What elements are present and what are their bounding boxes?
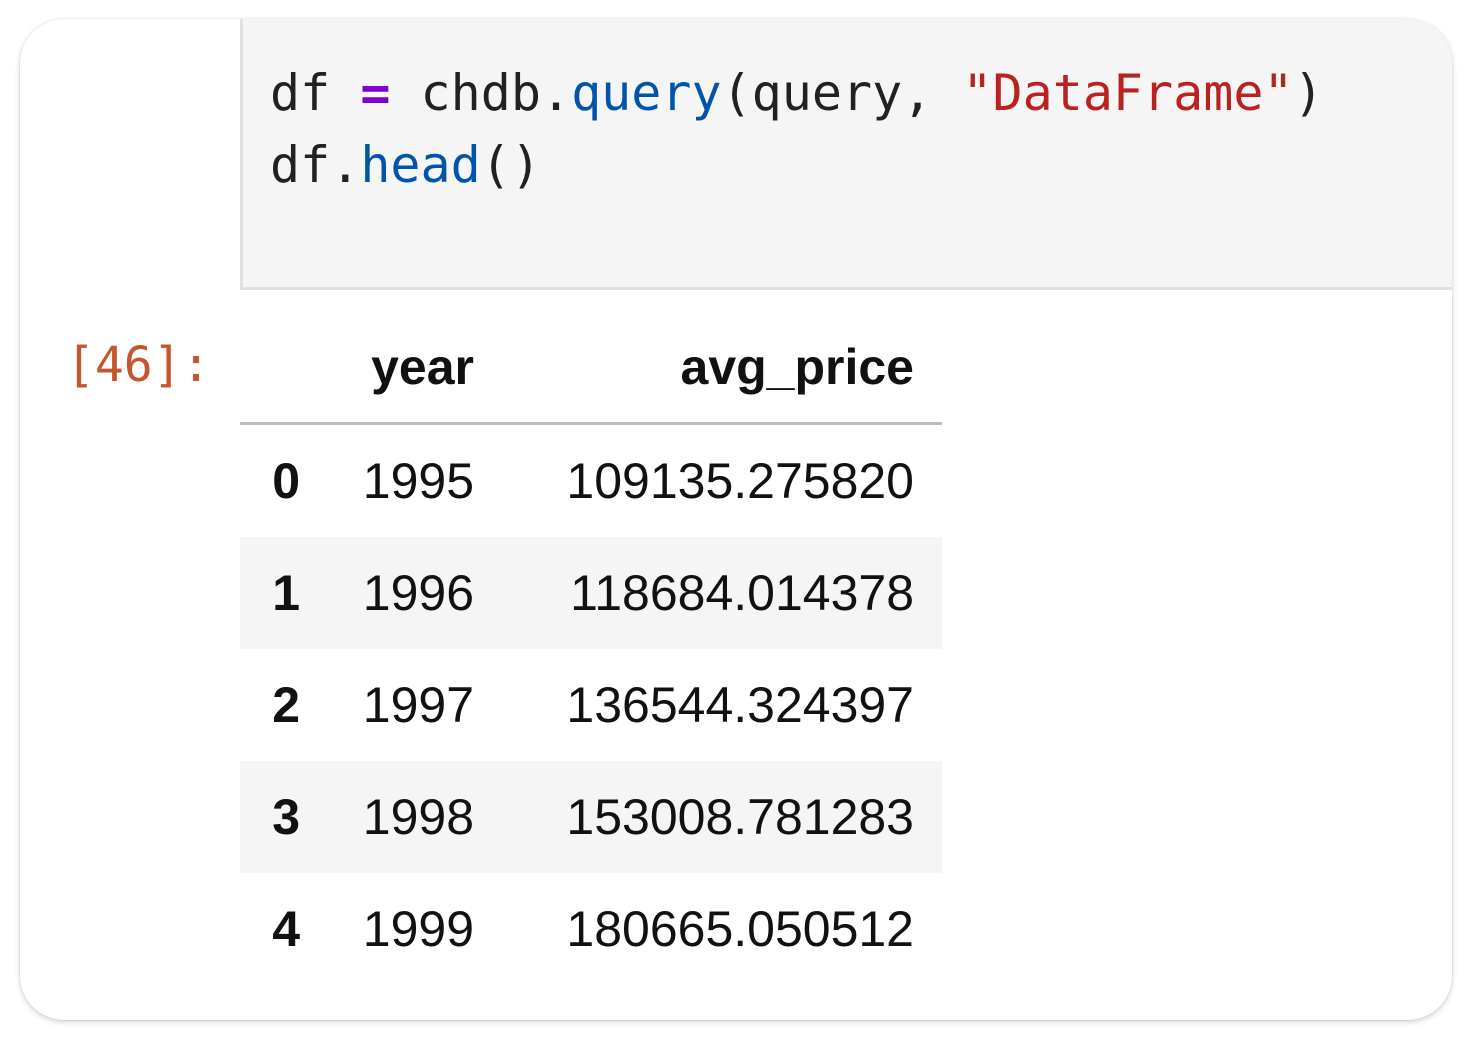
table-header: year avg_price bbox=[240, 319, 942, 425]
dataframe-table: year avg_price 0 1995 109135.275820 1 19… bbox=[240, 319, 942, 985]
cell-year: 1999 bbox=[362, 901, 474, 957]
code-text[interactable]: df = chdb.query(query, "DataFrame") df.h… bbox=[270, 57, 1324, 201]
code-token: () bbox=[480, 136, 541, 194]
code-function: query bbox=[571, 64, 722, 122]
code-token: chdb. bbox=[420, 64, 572, 122]
table-row: 2 1997 136544.324397 bbox=[240, 649, 942, 761]
code-token: df bbox=[270, 64, 331, 122]
cell-avg-price: 153008.781283 bbox=[566, 789, 914, 845]
code-token: df. bbox=[270, 136, 361, 194]
code-token: (query, bbox=[721, 64, 963, 122]
table-row: 3 1998 153008.781283 bbox=[240, 761, 942, 873]
code-operator: = bbox=[360, 64, 391, 122]
row-index: 1 bbox=[272, 565, 300, 621]
column-header-avg-price: avg_price bbox=[680, 339, 914, 395]
table-row: 0 1995 109135.275820 bbox=[240, 425, 942, 537]
cell-avg-price: 118684.014378 bbox=[570, 565, 914, 621]
table-row: 1 1996 118684.014378 bbox=[240, 537, 942, 649]
cell-year: 1995 bbox=[362, 453, 474, 509]
notebook-cell: df = chdb.query(query, "DataFrame") df.h… bbox=[20, 19, 1452, 1020]
cell-year: 1997 bbox=[362, 677, 474, 733]
cell-avg-price: 180665.050512 bbox=[566, 901, 914, 957]
output-prompt: [46]: bbox=[66, 337, 211, 393]
cell-year: 1998 bbox=[362, 789, 474, 845]
table-row: 4 1999 180665.050512 bbox=[240, 873, 942, 985]
code-function: head bbox=[360, 136, 481, 194]
cell-year: 1996 bbox=[362, 565, 474, 621]
code-token: ) bbox=[1293, 64, 1324, 122]
row-index: 4 bbox=[272, 901, 300, 957]
code-string: "DataFrame" bbox=[962, 64, 1294, 122]
cell-avg-price: 109135.275820 bbox=[566, 453, 914, 509]
row-index: 2 bbox=[272, 677, 300, 733]
row-index: 0 bbox=[272, 453, 300, 509]
cell-avg-price: 136544.324397 bbox=[566, 677, 914, 733]
column-header-year: year bbox=[371, 339, 474, 395]
code-input-area[interactable]: df = chdb.query(query, "DataFrame") df.h… bbox=[240, 19, 1452, 290]
row-index: 3 bbox=[272, 789, 300, 845]
